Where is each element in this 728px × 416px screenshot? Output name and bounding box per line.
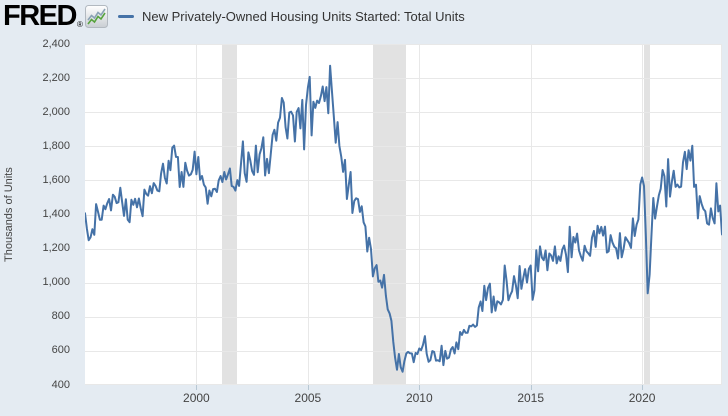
fred-logo[interactable]: FRED ® [3, 0, 108, 32]
y-tick-label: 1,200 [42, 242, 70, 255]
y-tick-label: 400 [51, 378, 70, 391]
vertical-gridline [419, 44, 420, 385]
y-axis-tick-labels: 400 600 800 1,000 1,200 1,400 1,600 1,800 2,000 2… [0, 38, 70, 391]
y-tick-label: 1,000 [42, 276, 70, 289]
y-tick-label: 600 [51, 344, 70, 357]
vertical-gridline [531, 44, 532, 385]
horizontal-gridline [85, 248, 722, 250]
vertical-gridline [642, 44, 643, 385]
y-tick-label: 1,400 [42, 208, 70, 220]
y-tick-label: 1,600 [42, 173, 70, 186]
data-line-svg [85, 64, 722, 373]
vertical-gridline [308, 44, 309, 385]
x-tick-label: 2000 [183, 391, 210, 405]
legend-label: New Privately-Owned Housing Units Starte… [142, 8, 465, 24]
y-tick-label: 2,400 [42, 37, 70, 50]
x-tick-mark [419, 385, 421, 390]
horizontal-gridline [85, 214, 722, 216]
x-tick-label: 2010 [405, 391, 433, 405]
horizontal-gridline [85, 146, 722, 148]
horizontal-gridline [85, 78, 722, 80]
horizontal-gridline [85, 180, 722, 182]
horizontal-gridline [85, 316, 722, 318]
y-tick-label: 1,800 [42, 139, 70, 152]
horizontal-gridline [85, 112, 722, 114]
x-tick-mark [307, 385, 309, 390]
vertical-gridline [196, 44, 197, 385]
y-tick-label: 800 [51, 310, 70, 323]
horizontal-gridline [85, 282, 722, 284]
fred-logo-chart-icon [84, 5, 108, 28]
horizontal-gridline [85, 44, 722, 45]
horizontal-gridline [85, 350, 722, 352]
y-tick-label: 2,000 [42, 105, 70, 118]
series-line [85, 64, 722, 373]
legend-line-swatch [118, 14, 134, 18]
x-tick-mark [642, 385, 644, 390]
x-tick-label: 2015 [517, 391, 545, 405]
horizontal-gridline [85, 384, 722, 385]
x-tick-label: 2005 [294, 391, 322, 405]
y-tick-label: 2,200 [42, 71, 70, 84]
fred-logo-text: FRED [3, 0, 77, 32]
legend: New Privately-Owned Housing Units Starte… [118, 7, 465, 25]
x-tick-mark [530, 385, 532, 390]
plot-area[interactable] [85, 44, 722, 385]
x-tick-mark [196, 385, 198, 390]
registered-trademark-icon: ® [76, 20, 83, 29]
x-tick-label: 2020 [628, 391, 656, 405]
